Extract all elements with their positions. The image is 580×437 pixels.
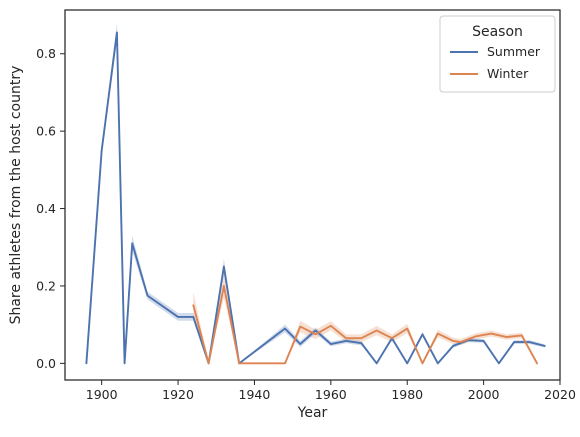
legend-title: Season [472,24,523,40]
legend-label-summer: Summer [487,44,541,59]
summer-series-line [85,31,546,365]
x-tick-label: 2020 [544,387,576,402]
x-tick-label: 1960 [315,387,347,402]
x-tick-label: 1920 [162,387,194,402]
legend-items: Summer Winter [450,44,541,81]
x-axis-title: Year [297,405,328,421]
y-tick-label: 0.6 [36,124,56,139]
y-tick-label: 0.0 [36,356,56,371]
y-tick-label: 0.8 [36,46,56,61]
winter-series-line [192,285,539,365]
y-tick-label: 0.4 [36,201,56,216]
y-axis-title: Share athletes from the host country [8,66,24,325]
y-axis-ticks: 0.0 0.2 0.4 0.6 0.8 [36,46,65,371]
x-tick-label: 2000 [468,387,500,402]
y-tick-label: 0.2 [36,278,56,293]
plot-frame [64,9,561,381]
x-tick-label: 1900 [86,387,118,402]
legend-label-winter: Winter [487,66,529,81]
x-tick-label: 1940 [239,387,271,402]
x-axis-ticks: 1900 1920 1940 1960 1980 2000 2020 [86,380,576,402]
legend-item-winter: Winter [450,66,529,81]
x-tick-label: 1980 [391,387,423,402]
confidence-bands [86,22,545,364]
legend-box [439,15,556,93]
legend-item-summer: Summer [450,44,541,59]
winter-confidence-band [193,274,538,364]
series-lines [85,31,546,365]
legend: Season Summer Winter [439,15,556,93]
